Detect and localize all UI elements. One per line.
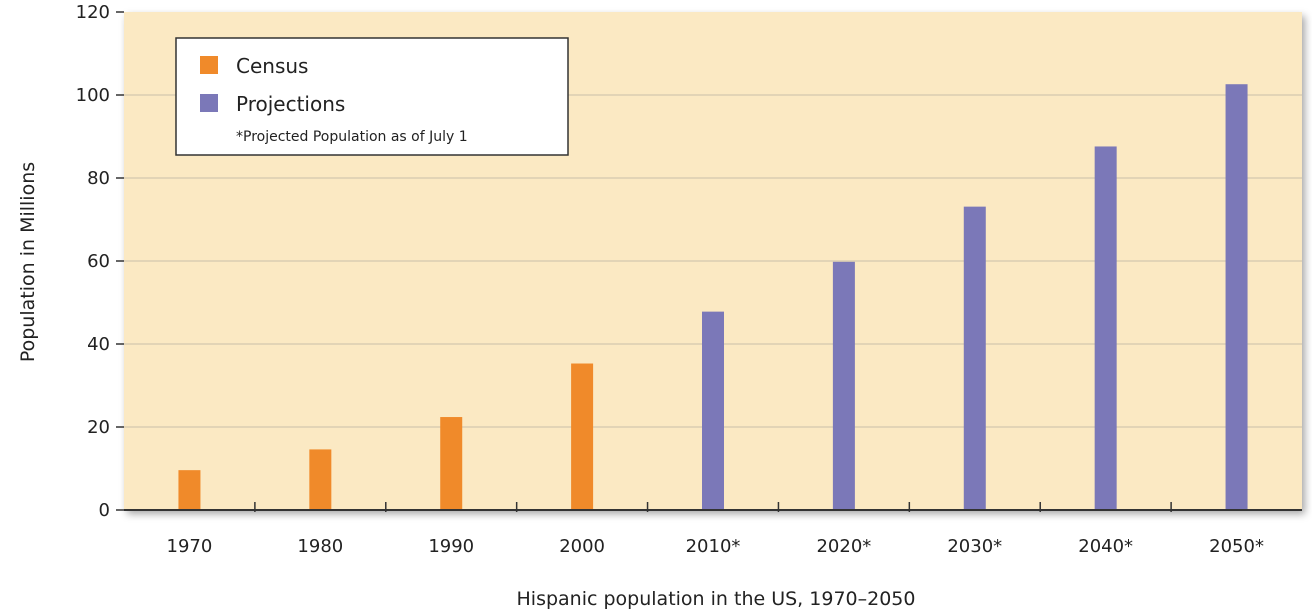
bar-census-1990 <box>440 417 463 510</box>
bar-census-1970 <box>178 470 201 510</box>
y-ticks: 0 20 40 60 80 100 120 <box>76 2 124 521</box>
x-tick-label: 2020* <box>816 536 871 557</box>
legend-label-projections: Projections <box>236 92 345 116</box>
x-tick-label: 1980 <box>297 536 343 557</box>
bars <box>178 84 1248 511</box>
legend-label-census: Census <box>236 54 308 78</box>
x-tick-label: 2000 <box>559 536 605 557</box>
legend-box <box>175 37 569 156</box>
y-tick-label: 60 <box>87 251 110 272</box>
x-tick-label: 2040* <box>1078 536 1133 557</box>
legend-note: *Projected Population as of July 1 <box>236 129 468 145</box>
y-tick-label: 0 <box>99 500 110 521</box>
x-tick-label: 1970 <box>167 536 213 557</box>
bar-census-2000 <box>571 363 594 510</box>
x-tick-label: 2050* <box>1209 536 1264 557</box>
x-tick-label: 2030* <box>947 536 1002 557</box>
bar-census-1980 <box>309 449 332 510</box>
bar-projections-2010 <box>702 311 724 510</box>
bar-projections-2050 <box>1225 84 1248 511</box>
y-tick-label: 40 <box>87 334 110 355</box>
x-ticks: 1970 1980 1990 2000 2010* 2020* 2030* 2040* 2050… <box>167 502 1264 557</box>
x-tick-label: 1990 <box>428 536 474 557</box>
legend-swatch-projections <box>200 94 218 112</box>
y-tick-label: 20 <box>87 417 110 438</box>
y-axis-title: Population in Millions <box>17 162 39 362</box>
bar-projections-2040 <box>1094 146 1117 510</box>
y-tick-label: 120 <box>76 2 110 23</box>
x-axis-title: Hispanic population in the US, 1970–2050 <box>517 588 916 610</box>
y-tick-label: 80 <box>87 168 110 189</box>
legend-swatch-census <box>200 56 218 74</box>
legend: Census Projections *Projected Population… <box>175 37 569 156</box>
y-tick-label: 100 <box>76 85 110 106</box>
x-tick-label: 2010* <box>686 536 741 557</box>
bar-projections-2020 <box>832 261 855 510</box>
bar-projections-2030 <box>963 206 986 510</box>
